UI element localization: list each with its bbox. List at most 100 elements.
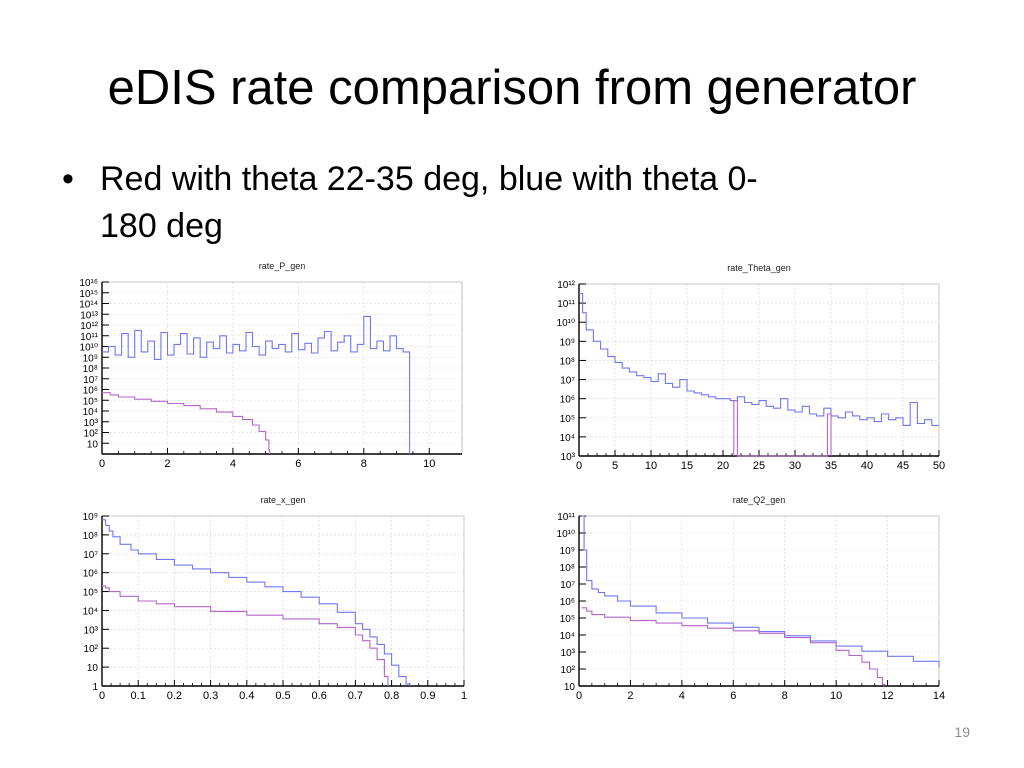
y-tick-label: 10² xyxy=(84,644,99,655)
x-tick-label: 0.9 xyxy=(420,690,435,702)
y-tick-label: 10⁸ xyxy=(83,364,98,375)
x-tick-label: 0.4 xyxy=(239,690,254,702)
y-tick-label: 10⁶ xyxy=(560,597,575,608)
x-tick-label: 0.2 xyxy=(167,690,182,702)
y-tick-label: 10 xyxy=(87,439,99,450)
y-tick-label: 10⁸ xyxy=(83,531,98,542)
x-tick-label: 12 xyxy=(881,690,893,702)
y-tick-label: 10³ xyxy=(84,625,99,636)
x-tick-label: 30 xyxy=(789,460,801,472)
bullet-line-2: 180 deg xyxy=(100,206,223,245)
y-tick-label: 10¹² xyxy=(557,280,575,291)
y-tick-label: 10⁹ xyxy=(560,546,575,557)
y-tick-label: 10³ xyxy=(561,452,576,463)
x-tick-label: 0.5 xyxy=(275,690,290,702)
y-tick-label: 10⁶ xyxy=(560,395,575,406)
x-tick-label: 0 xyxy=(99,690,105,702)
y-tick-label: 10⁷ xyxy=(83,550,98,561)
bullet-dot-icon: • xyxy=(62,160,74,198)
x-tick-label: 25 xyxy=(753,460,765,472)
series-blue-line xyxy=(581,515,940,668)
y-tick-label: 10⁷ xyxy=(83,375,98,386)
y-tick-label: 10¹⁰ xyxy=(557,318,575,329)
x-tick-label: 40 xyxy=(861,460,873,472)
series-red-line xyxy=(581,607,886,686)
y-tick-label: 10¹⁴ xyxy=(79,300,98,311)
y-tick-label: 10⁸ xyxy=(560,356,575,367)
chart-title: rate_P_gen xyxy=(259,261,306,271)
y-tick-label: 10² xyxy=(84,429,99,440)
chart-title: rate_Theta_gen xyxy=(727,263,791,273)
y-tick-label: 10¹⁰ xyxy=(557,529,575,540)
y-tick-label: 10⁴ xyxy=(83,606,98,617)
bullet-item: • Red with theta 22-35 deg, blue with th… xyxy=(62,156,962,250)
y-tick-label: 10 xyxy=(564,682,576,693)
x-tick-label: 10 xyxy=(423,458,435,470)
y-tick-label: 10¹⁵ xyxy=(79,289,98,300)
x-tick-label: 0 xyxy=(576,690,582,702)
y-tick-label: 1 xyxy=(92,682,98,693)
y-tick-label: 10⁵ xyxy=(83,396,98,407)
y-tick-label: 10¹¹ xyxy=(557,512,575,523)
y-tick-label: 10³ xyxy=(561,648,576,659)
y-tick-label: 10⁵ xyxy=(83,588,98,599)
y-tick-label: 10⁷ xyxy=(560,376,575,387)
y-tick-label: 10⁵ xyxy=(560,614,575,625)
y-tick-label: 10¹¹ xyxy=(557,299,575,310)
slide-title: eDIS rate comparison from generator xyxy=(107,61,917,115)
x-tick-label: 0.3 xyxy=(203,690,218,702)
y-tick-label: 10⁸ xyxy=(560,563,575,574)
x-tick-label: 8 xyxy=(782,690,788,702)
x-tick-label: 6 xyxy=(730,690,736,702)
x-tick-label: 0.7 xyxy=(348,690,363,702)
series-blue-line xyxy=(579,293,939,426)
series-blue-line xyxy=(102,519,411,686)
bullet-line-1: Red with theta 22-35 deg, blue with thet… xyxy=(100,160,758,198)
series-red-line xyxy=(733,400,832,457)
x-tick-label: 50 xyxy=(933,460,945,472)
x-tick-label: 20 xyxy=(717,460,729,472)
x-tick-label: 14 xyxy=(933,690,945,702)
y-tick-label: 10⁵ xyxy=(560,414,575,425)
x-tick-label: 2 xyxy=(164,458,170,470)
rate-theta-gen-plot: rate_Theta_gen 0 5 10 15 20 25 30 35 40 45 50 10³ 10⁴… xyxy=(557,263,946,472)
series-red-line xyxy=(102,585,389,686)
y-tick-label: 10¹⁶ xyxy=(79,278,98,289)
y-tick-label: 10 xyxy=(87,663,99,674)
x-tick-label: 45 xyxy=(897,460,909,472)
x-tick-label: 5 xyxy=(612,460,618,472)
x-tick-label: 10 xyxy=(830,690,842,702)
chart-title: rate_Q2_gen xyxy=(733,495,786,505)
y-tick-label: 10⁹ xyxy=(560,337,575,348)
rate-x-gen-plot: rate_x_gen 0 0.1 0.2 0.3 0.4 0.5 0.6 0.7 0.8 0.9 1 1… xyxy=(83,495,467,702)
x-tick-label: 1 xyxy=(461,690,467,702)
y-tick-label: 10⁹ xyxy=(83,512,98,523)
series-blue-line xyxy=(102,315,411,454)
x-tick-label: 35 xyxy=(825,460,837,472)
slide-number: 19 xyxy=(954,724,970,740)
x-tick-label: 0.6 xyxy=(312,690,327,702)
y-tick-label: 10⁶ xyxy=(83,386,98,397)
x-tick-label: 2 xyxy=(627,690,633,702)
y-tick-label: 10⁷ xyxy=(560,580,575,591)
x-tick-label: 4 xyxy=(230,458,236,470)
x-tick-label: 10 xyxy=(645,460,657,472)
y-tick-label: 10⁴ xyxy=(560,433,575,444)
x-tick-label: 0.1 xyxy=(131,690,146,702)
chart-title: rate_x_gen xyxy=(260,495,305,505)
y-tick-label: 10⁴ xyxy=(83,407,98,418)
y-tick-label: 10¹⁰ xyxy=(80,343,98,354)
y-tick-label: 10⁶ xyxy=(83,569,98,580)
rate-q2-gen-plot: rate_Q2_gen 0 2 4 6 8 10 12 14 10 10² 10³ 10⁴ 10⁵ 10⁶ 1… xyxy=(557,495,946,702)
y-tick-label: 10⁴ xyxy=(560,631,575,642)
y-tick-label: 10² xyxy=(561,665,576,676)
x-tick-label: 15 xyxy=(681,460,693,472)
x-tick-label: 4 xyxy=(679,690,685,702)
x-tick-label: 0 xyxy=(576,460,582,472)
y-tick-label: 10¹¹ xyxy=(80,332,98,343)
y-tick-label: 10⁹ xyxy=(83,353,98,364)
x-tick-label: 0 xyxy=(99,458,105,470)
x-tick-label: 8 xyxy=(361,458,367,470)
series-red-line xyxy=(102,392,271,454)
